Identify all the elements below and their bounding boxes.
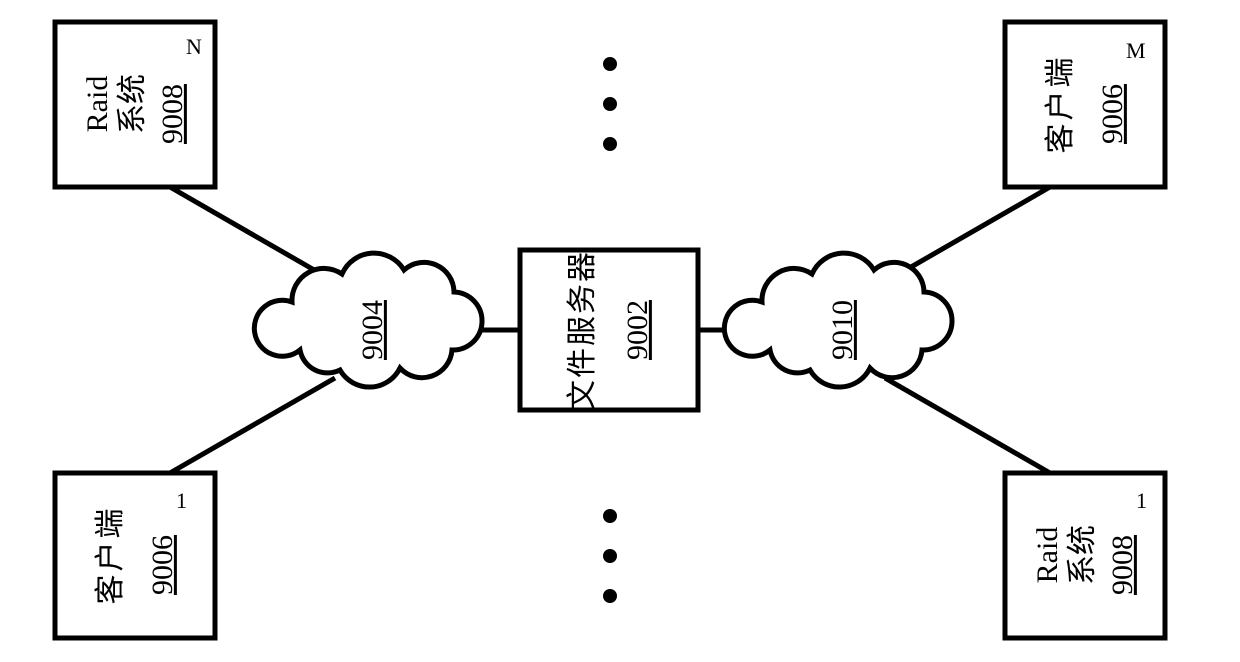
client-M-label: 客户端 [1044,55,1077,154]
edge-cloud9010-raid1 [885,378,1050,473]
client-1-subscript: 1 [176,488,187,513]
client-1-number: 9006 [146,535,179,595]
client-M-subscript: M [1126,38,1146,63]
raid-1-subscript: 1 [1136,488,1147,513]
cloud-9004-label: 9004 [356,300,389,360]
client-M-number: 9006 [1096,84,1129,144]
ellipsis-top [603,57,617,151]
ellipsis-bottom [603,509,617,603]
raid-N-subscript: N [186,34,202,59]
raid-1-number: 9008 [1106,535,1139,595]
client-1-label: 客户端 [94,506,127,605]
raid-system-1-node: Raid 系统 9008 1 [1005,473,1165,638]
raid-system-N-node: Raid 系统 9008 N [55,22,215,187]
cloud-9010: 9010 [724,253,952,387]
raid-N-number: 9008 [156,84,189,144]
cloud-9010-label: 9010 [826,300,859,360]
raid-1-label-cn: 系统 [1066,525,1099,585]
raid-N-label-cn: 系统 [116,74,149,134]
edge-clientM-cloud9004 [170,378,335,473]
raid-1-label-en: Raid [1031,527,1064,584]
file-server-node: 文件服务器 9002 [520,250,698,410]
client-M-node: 客户端 9006 M [1005,22,1165,187]
file-server-label: 文件服务器 [566,250,599,410]
edge-client1-cloud9004 [170,187,335,282]
client-1-node: 客户端 9006 1 [55,473,215,638]
raid-N-label-en: Raid [81,76,114,133]
file-server-number: 9002 [621,300,654,360]
cloud-9004: 9004 [254,253,482,387]
